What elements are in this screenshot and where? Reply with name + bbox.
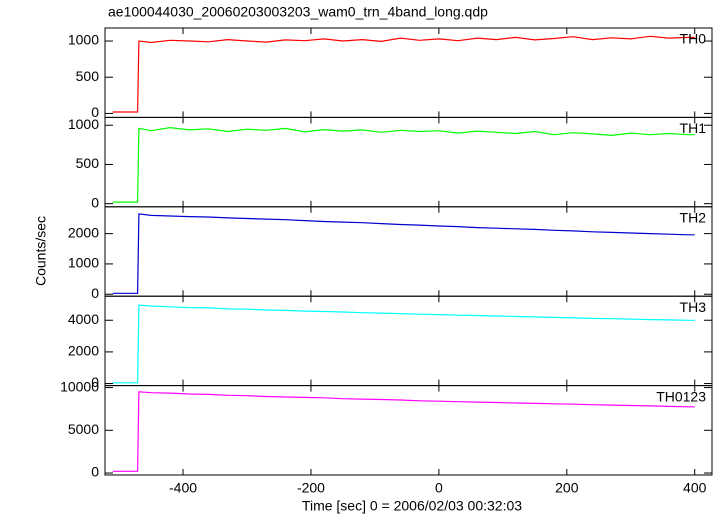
panel-frame bbox=[104, 385, 713, 476]
data-line bbox=[112, 126, 695, 203]
x-axis-label: Time [sec] 0 = 2006/02/03 00:32:03 bbox=[302, 498, 522, 514]
y-tick-label: 1000 bbox=[68, 255, 99, 271]
y-tick-label: 2000 bbox=[68, 224, 99, 240]
panel-label: TH0123 bbox=[656, 388, 706, 404]
panel-label: TH2 bbox=[680, 210, 707, 226]
panel-label: TH1 bbox=[680, 120, 707, 136]
panel-frame bbox=[104, 206, 713, 297]
chart-title: ae100044030_20060203003203_wam0_trn_4ban… bbox=[108, 4, 488, 20]
x-tick-label: 200 bbox=[555, 480, 579, 496]
data-line bbox=[112, 304, 695, 384]
panel-label: TH0 bbox=[680, 31, 707, 47]
y-tick-label: 0 bbox=[91, 374, 99, 390]
y-tick-label: 10000 bbox=[60, 378, 99, 394]
x-tick-label: 0 bbox=[435, 480, 443, 496]
panel-frame bbox=[104, 295, 713, 387]
data-line bbox=[112, 391, 695, 472]
x-tick-label: -400 bbox=[169, 480, 197, 496]
y-tick-label: 2000 bbox=[68, 343, 99, 359]
y-tick-label: 0 bbox=[91, 104, 99, 120]
x-tick-label: 400 bbox=[683, 480, 707, 496]
y-tick-label: 4000 bbox=[68, 311, 99, 327]
y-tick-label: 0 bbox=[91, 464, 99, 480]
data-line bbox=[112, 213, 695, 294]
x-tick-label: -200 bbox=[297, 480, 325, 496]
y-tick-label: 1000 bbox=[68, 116, 99, 132]
y-tick-label: 1000 bbox=[68, 32, 99, 48]
data-line bbox=[112, 35, 695, 113]
y-tick-label: 0 bbox=[91, 194, 99, 210]
y-tick-label: 500 bbox=[76, 68, 100, 84]
y-tick-label: 5000 bbox=[68, 421, 99, 437]
panel-label: TH3 bbox=[680, 299, 707, 315]
y-tick-label: 0 bbox=[91, 285, 99, 301]
y-tick-label: 500 bbox=[76, 155, 100, 171]
y-axis-label: Counts/sec bbox=[33, 216, 49, 286]
